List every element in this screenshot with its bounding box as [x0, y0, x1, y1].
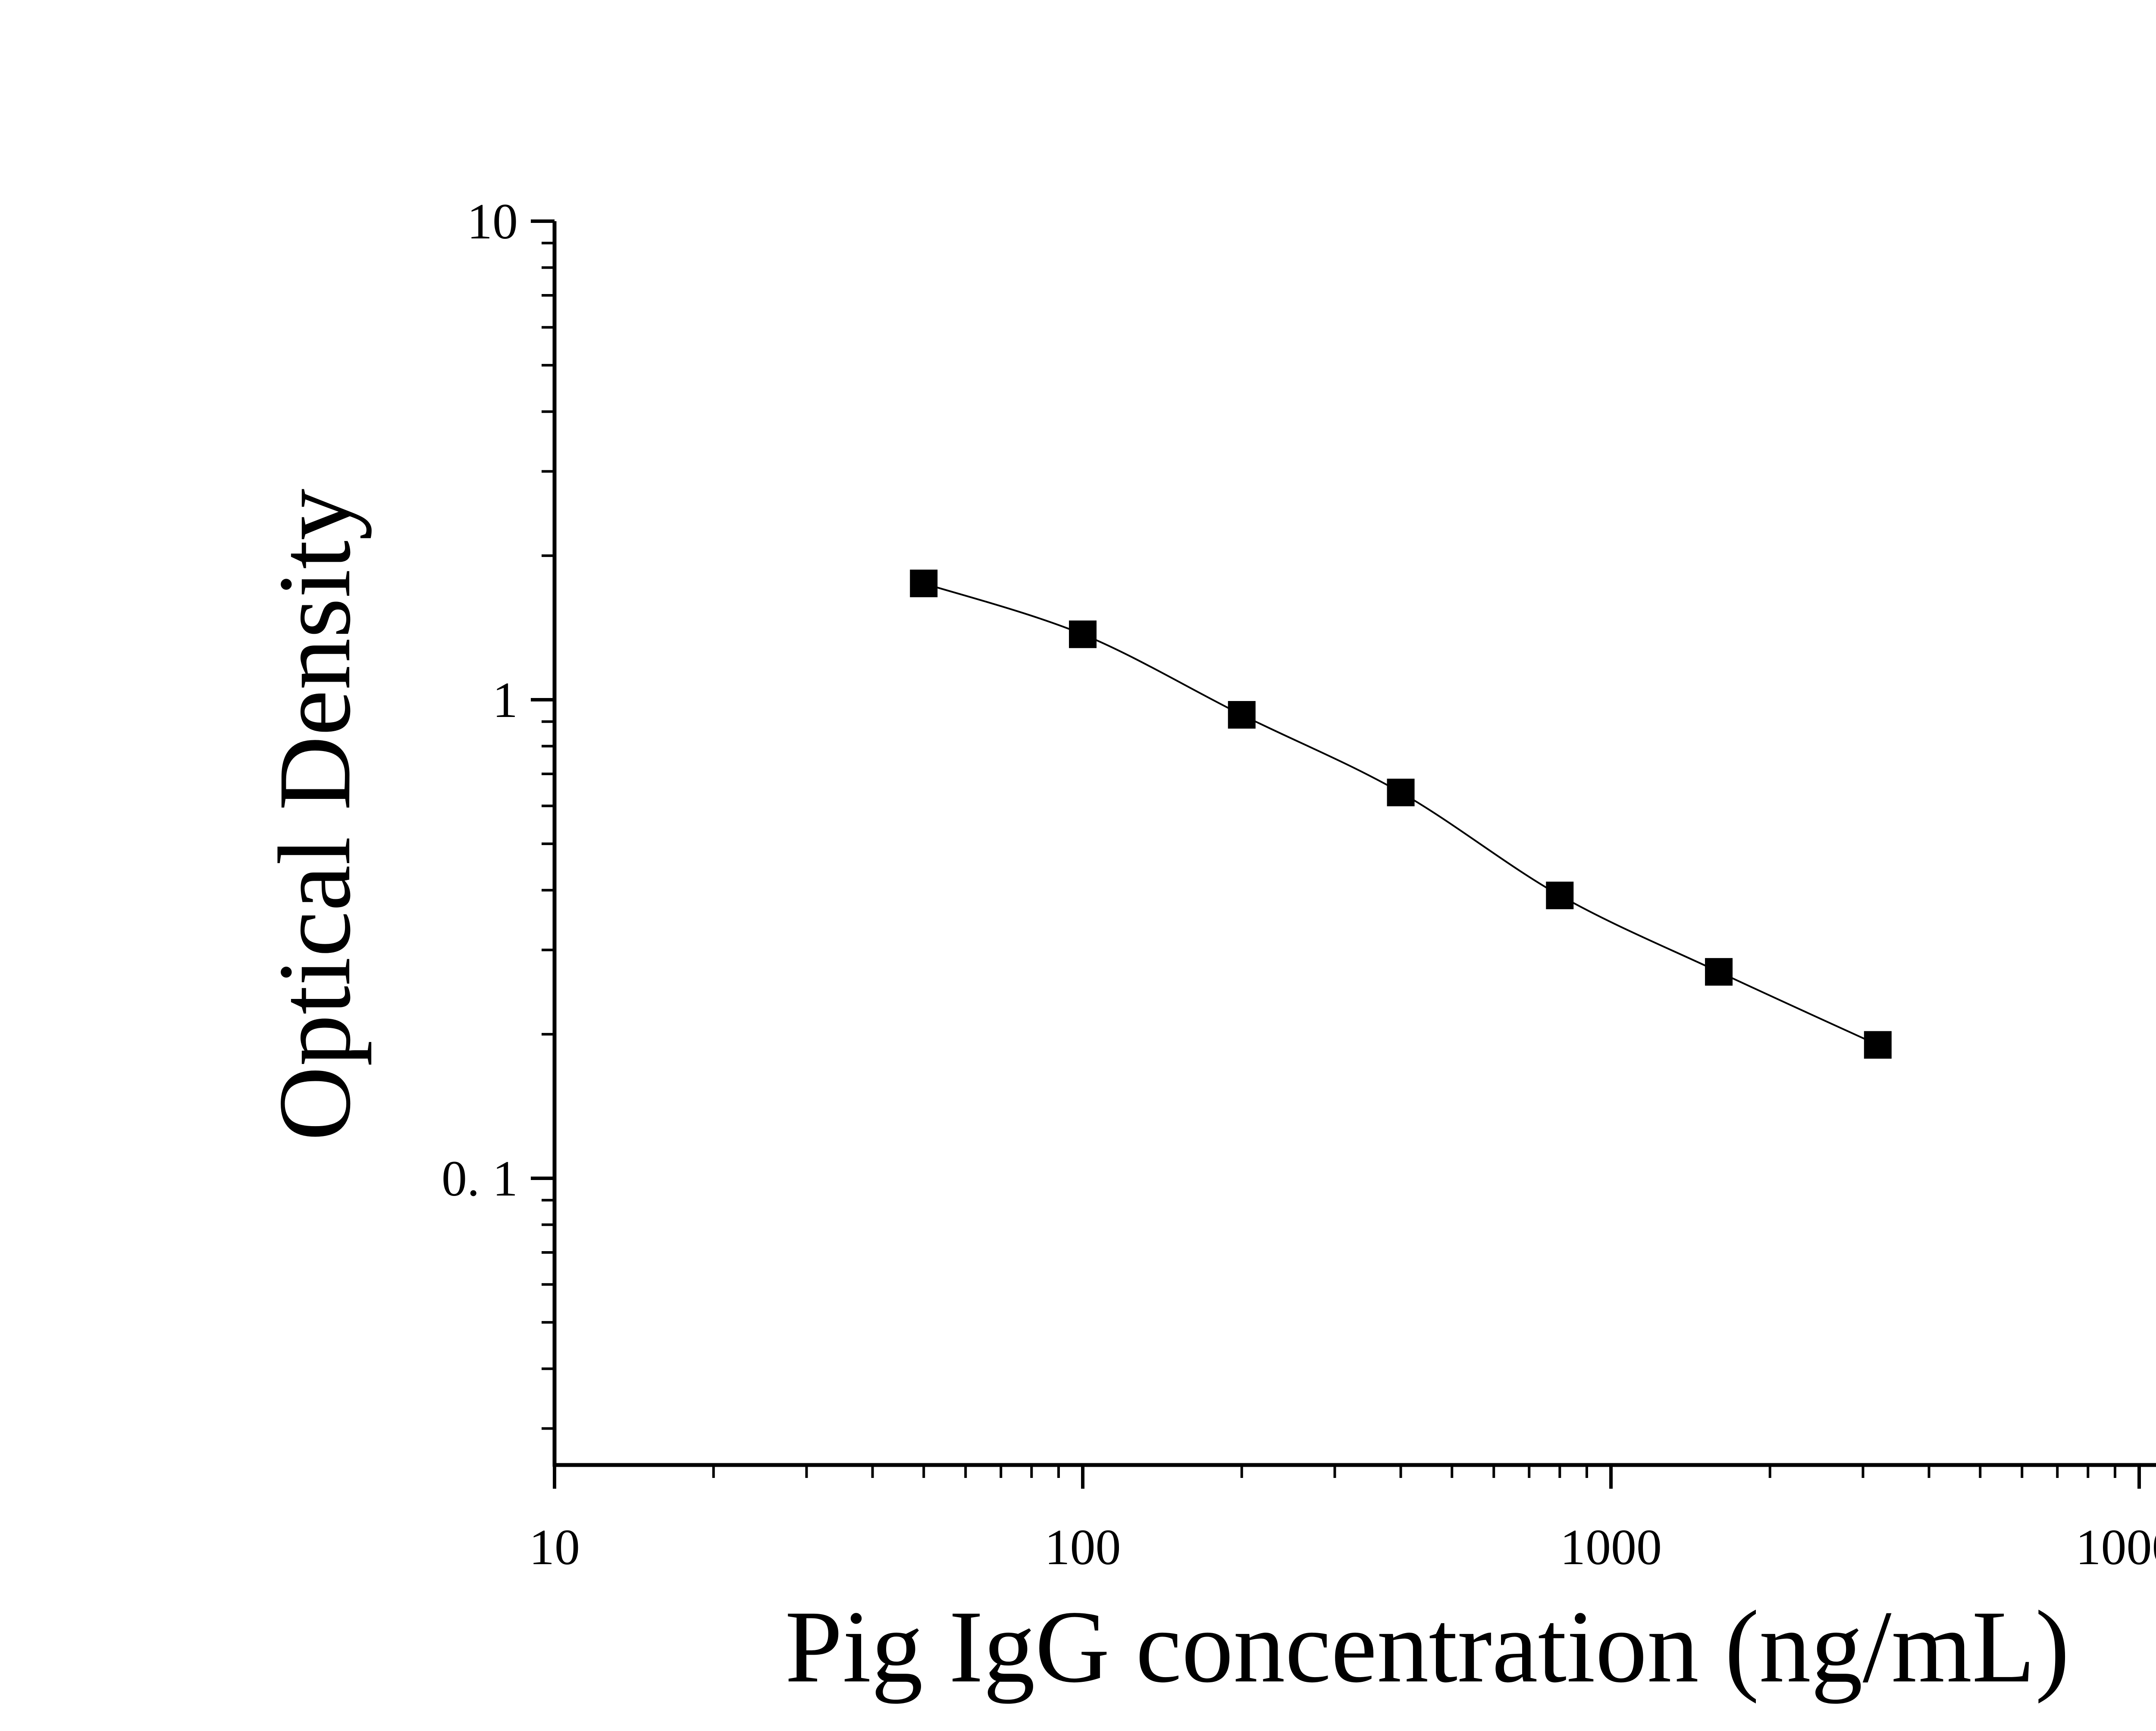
y-tick-label: 0. 1	[442, 1150, 518, 1207]
x-axis-ticks: 10 100 1000 10000	[529, 1465, 2156, 1575]
data-point	[1705, 958, 1733, 986]
data-point	[910, 570, 938, 598]
x-tick-label: 10	[529, 1519, 580, 1575]
data-point	[1069, 620, 1097, 648]
y-tick-label: 1	[492, 672, 518, 728]
data-points	[910, 570, 1892, 1059]
fit-curve-path	[923, 582, 1878, 1046]
minor-ticks	[542, 241, 2116, 1478]
data-point	[1228, 701, 1256, 729]
data-point	[1387, 779, 1415, 807]
data-point	[1864, 1031, 1892, 1059]
x-tick-label: 1000	[1560, 1519, 1662, 1575]
fit-curve	[923, 582, 1878, 1046]
x-tick-label: 10000	[2076, 1519, 2156, 1575]
data-point	[1546, 881, 1574, 909]
x-tick-label: 100	[1045, 1519, 1121, 1575]
x-axis-title: Pig IgG concentration (ng/mL)	[785, 1589, 2069, 1704]
y-axis-title: Optical Density	[257, 488, 372, 1141]
y-tick-label: 10	[467, 193, 518, 250]
y-axis-ticks: 0. 1 1 10	[442, 193, 555, 1207]
